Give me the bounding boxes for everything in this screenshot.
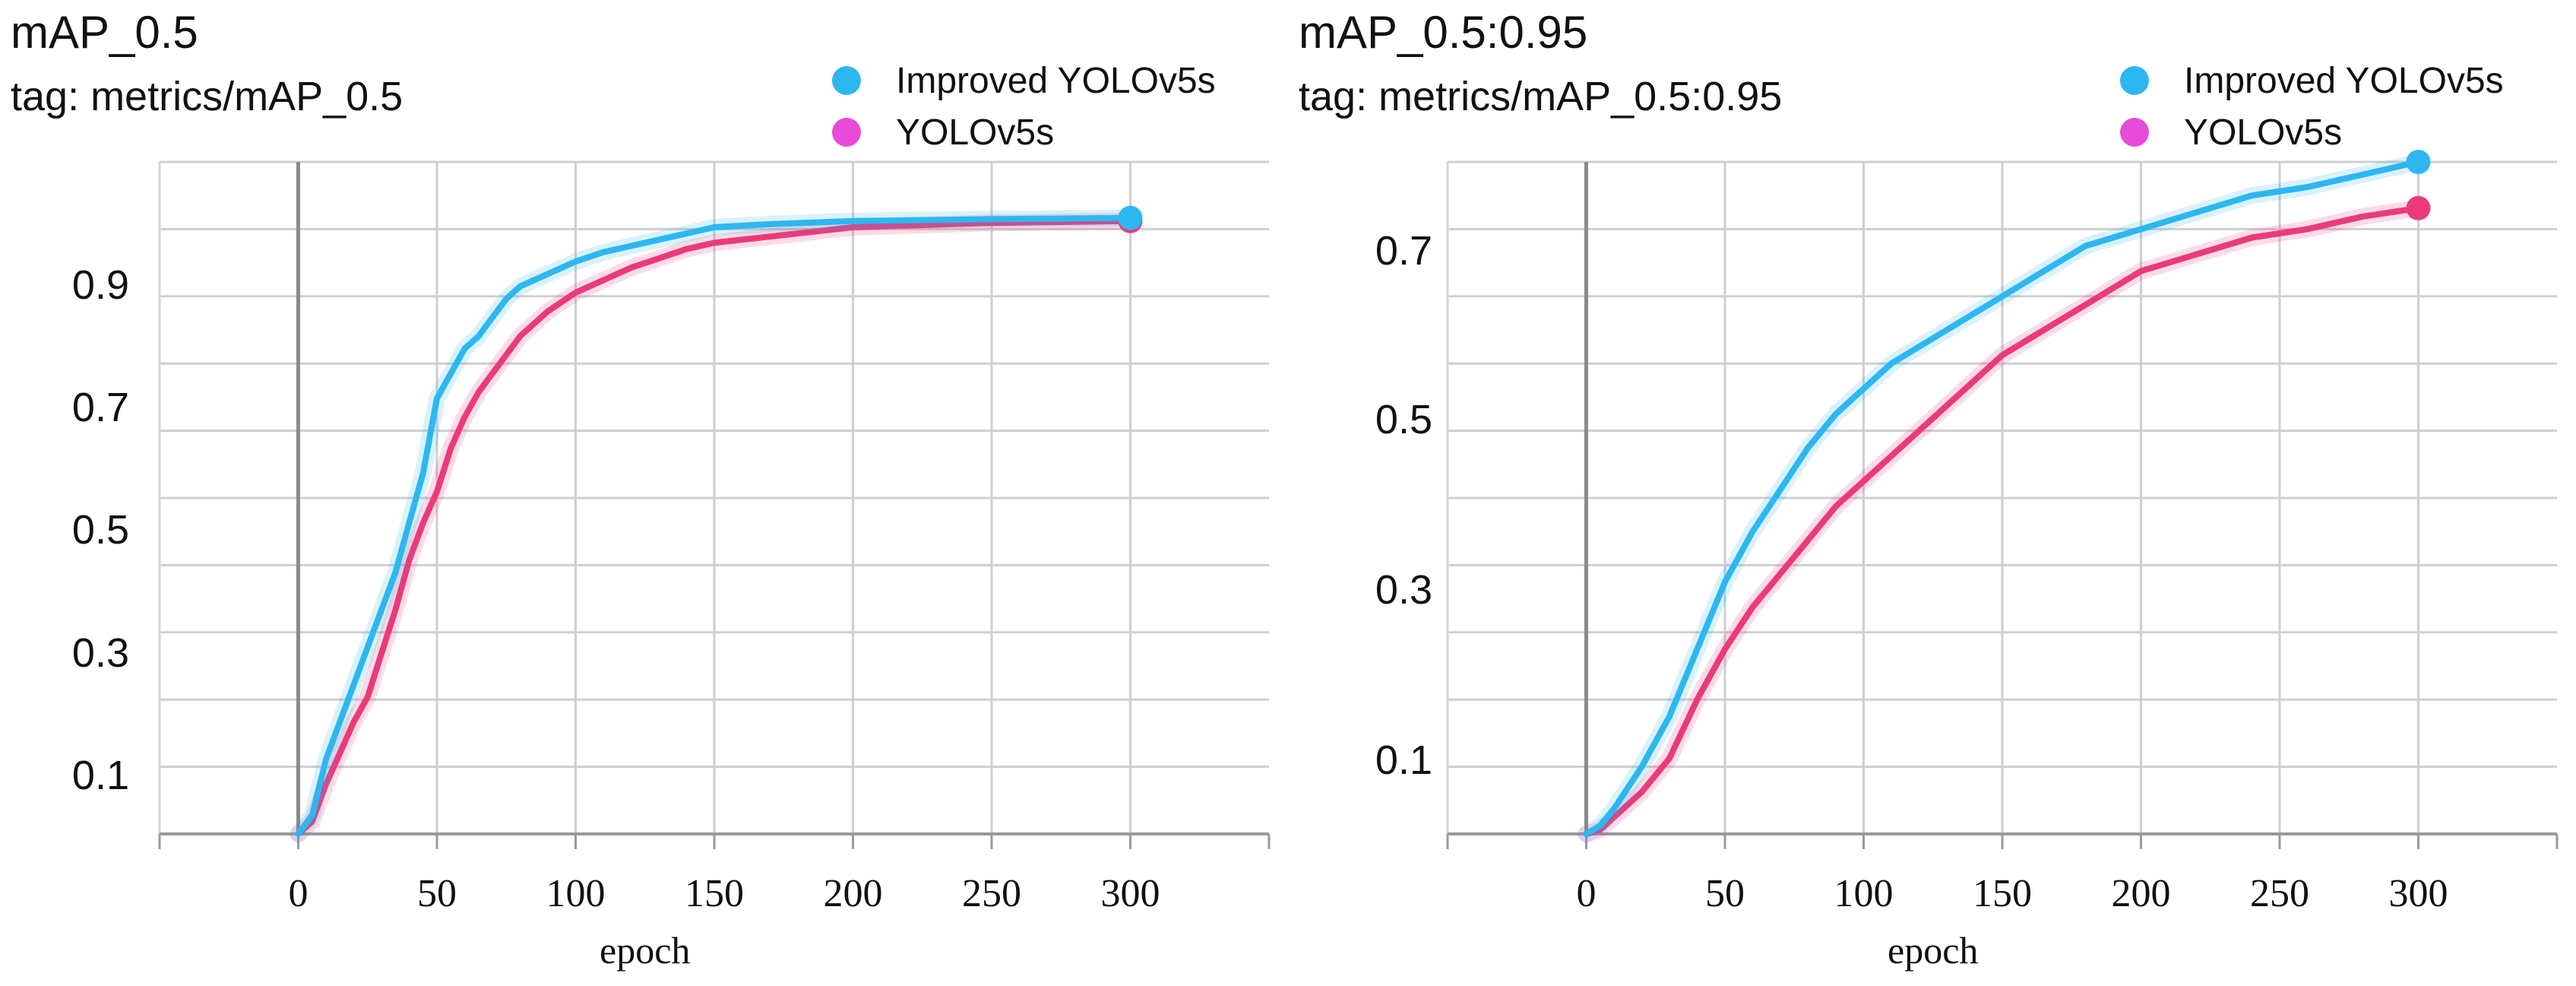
series-line-1[interactable] bbox=[295, 217, 1134, 837]
legend-dot-icon bbox=[2120, 66, 2149, 95]
chart-plot-area: 0.7 0.5 0.3 0.1 0 50 100 150 200 250 300 epoch bbox=[1375, 150, 2559, 972]
legend-dot-icon bbox=[832, 66, 861, 95]
x-tick-label: 150 bbox=[1973, 872, 2032, 915]
grid bbox=[1446, 160, 2559, 849]
legend-dot-icon bbox=[2120, 118, 2149, 147]
y-tick-label: 0.5 bbox=[1375, 397, 1432, 442]
legend-item-improved[interactable]: Improved YOLOv5s bbox=[832, 55, 1216, 106]
legend-label: YOLOv5s bbox=[896, 112, 1055, 153]
x-axis-label: epoch bbox=[600, 929, 690, 972]
x-tick-label: 0 bbox=[289, 872, 309, 915]
chart-subtitle: tag: metrics/mAP_0.5 bbox=[11, 74, 403, 119]
chart-plot-area: 0.9 0.7 0.5 0.3 0.1 0 50 100 150 200 250 300 epoch bbox=[72, 160, 1271, 972]
legend-item-baseline[interactable]: YOLOv5s bbox=[832, 106, 1216, 158]
x-tick-label: 300 bbox=[1101, 872, 1160, 915]
y-tick-label: 0.1 bbox=[72, 753, 129, 798]
x-tick-label: 100 bbox=[546, 872, 606, 915]
x-axis-label: epoch bbox=[1888, 929, 1978, 972]
legend-item-improved[interactable]: Improved YOLOv5s bbox=[2120, 55, 2504, 106]
x-tick-label: 0 bbox=[1577, 872, 1597, 915]
y-tick-label: 0.5 bbox=[72, 507, 129, 553]
y-tick-label: 0.7 bbox=[1375, 228, 1432, 274]
x-tick-label: 200 bbox=[2112, 872, 2171, 915]
x-tick-label: 250 bbox=[962, 872, 1021, 915]
legend-label: Improved YOLOv5s bbox=[896, 60, 1216, 101]
series-line-1[interactable] bbox=[1583, 204, 2422, 837]
x-tick-label: 50 bbox=[1705, 872, 1745, 915]
y-tick-label: 0.7 bbox=[72, 385, 129, 430]
series-end-marker-0[interactable] bbox=[2406, 150, 2431, 174]
x-tick-label: 300 bbox=[2389, 872, 2448, 915]
chart-legend: Improved YOLOv5s YOLOv5s bbox=[832, 55, 1216, 158]
series-line-0[interactable] bbox=[1583, 159, 2422, 837]
x-tick-label: 50 bbox=[417, 872, 457, 915]
series-end-marker-1[interactable] bbox=[2406, 195, 2431, 220]
legend-dot-icon bbox=[832, 118, 861, 147]
x-tick-label: 100 bbox=[1834, 872, 1894, 915]
x-tick-label: 250 bbox=[2250, 872, 2309, 915]
x-tick-label: 200 bbox=[824, 872, 883, 915]
chart-panel-map05: mAP_0.5 tag: metrics/mAP_0.5 Improved YO… bbox=[11, 7, 1271, 972]
chart-legend: Improved YOLOv5s YOLOv5s bbox=[2120, 55, 2504, 158]
chart-title: mAP_0.5 bbox=[11, 7, 198, 58]
chart-panel-map0595: mAP_0.5:0.95 tag: metrics/mAP_0.5:0.95 I… bbox=[1288, 0, 2576, 986]
y-tick-label: 0.3 bbox=[1375, 567, 1432, 613]
y-tick-label: 0.3 bbox=[72, 630, 129, 676]
legend-label: Improved YOLOv5s bbox=[2184, 60, 2504, 101]
y-tick-label: 0.9 bbox=[72, 262, 129, 308]
legend-item-baseline[interactable]: YOLOv5s bbox=[2120, 106, 2504, 158]
legend-label: YOLOv5s bbox=[2184, 112, 2343, 153]
chart-subtitle: tag: metrics/mAP_0.5:0.95 bbox=[1299, 74, 1783, 119]
chart-title: mAP_0.5:0.95 bbox=[1299, 7, 1588, 58]
y-tick-label: 0.1 bbox=[1375, 737, 1432, 783]
x-tick-label: 150 bbox=[685, 872, 744, 915]
series-end-marker-0[interactable] bbox=[1118, 205, 1143, 230]
series-line-0[interactable] bbox=[295, 214, 1134, 837]
